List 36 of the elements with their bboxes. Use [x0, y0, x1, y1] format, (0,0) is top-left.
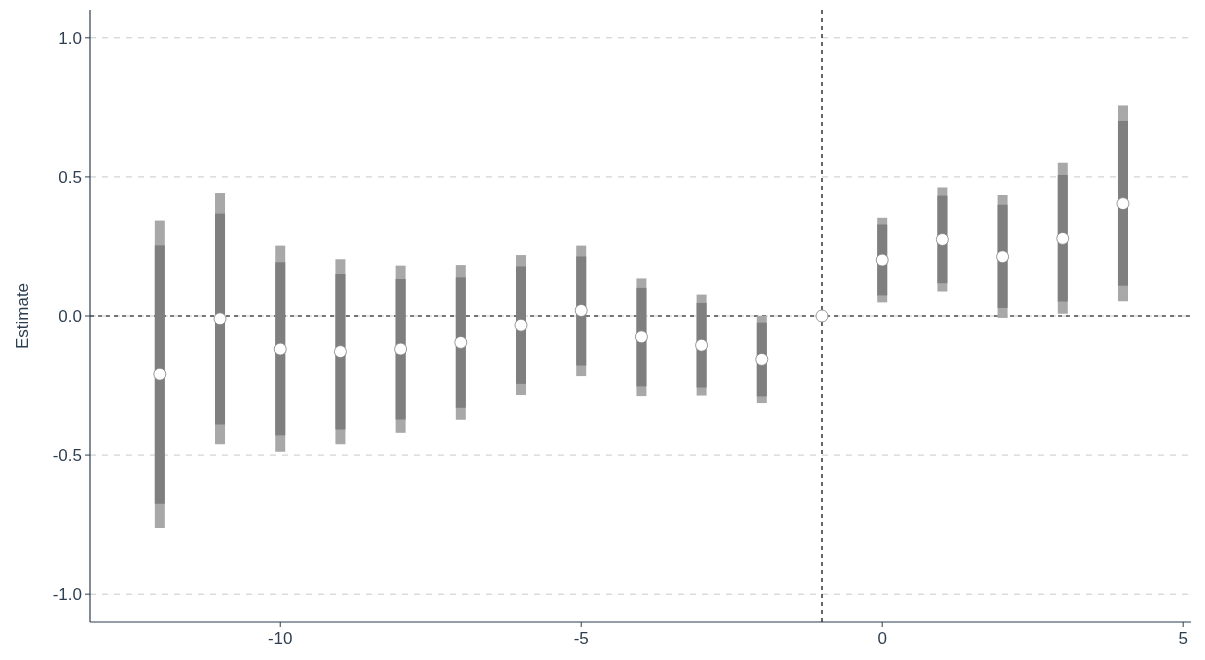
y-tick-label: -0.5	[52, 446, 82, 466]
point	[996, 250, 1009, 264]
x-tick-label: -5	[573, 629, 589, 648]
bar	[154, 245, 165, 504]
y-tick-label: 0.5	[58, 167, 82, 187]
point	[755, 353, 769, 366]
point	[1116, 197, 1130, 211]
point	[1056, 231, 1070, 245]
x-tick-label: 0	[877, 629, 887, 648]
x-tick-label: -10	[267, 629, 293, 648]
point	[574, 304, 588, 317]
point	[273, 342, 287, 356]
point	[935, 233, 949, 246]
y-tick-label: 0.0	[58, 306, 82, 326]
point	[875, 253, 889, 267]
point	[153, 367, 167, 381]
point	[454, 336, 468, 349]
bar	[516, 266, 527, 384]
y-axis-title: Estimate	[13, 282, 32, 350]
point	[695, 338, 708, 352]
y-tick-label: -1.0	[52, 585, 82, 605]
point	[394, 342, 408, 356]
point	[334, 345, 347, 359]
bar	[455, 277, 466, 408]
point	[815, 309, 829, 323]
x-tick-label: 5	[1178, 629, 1188, 648]
bar	[1117, 121, 1128, 286]
y-tick-label: 1.0	[58, 28, 82, 48]
bar	[335, 274, 346, 430]
bar	[1057, 174, 1068, 302]
bar	[215, 213, 226, 425]
point	[514, 318, 528, 332]
bar	[395, 279, 406, 420]
point	[213, 312, 227, 326]
bar	[275, 262, 286, 436]
point	[635, 330, 648, 344]
